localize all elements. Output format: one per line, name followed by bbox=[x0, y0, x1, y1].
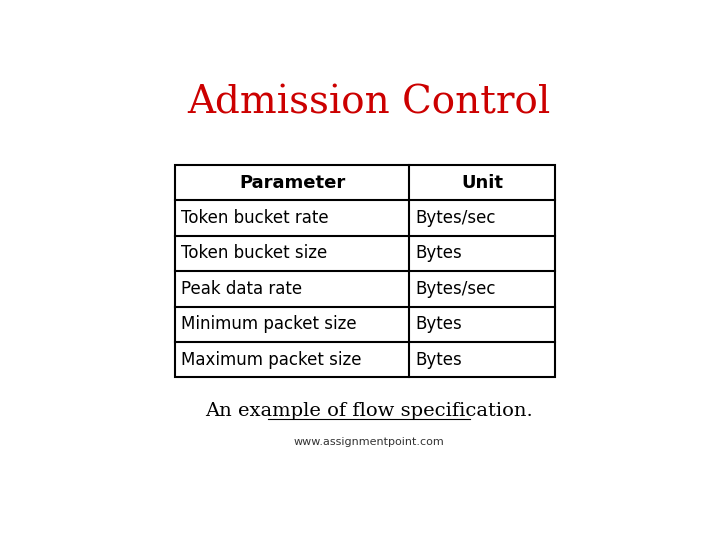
Bar bbox=[175, 165, 555, 377]
Text: Parameter: Parameter bbox=[239, 174, 345, 192]
Text: Token bucket rate: Token bucket rate bbox=[181, 209, 329, 227]
Text: Maximum packet size: Maximum packet size bbox=[181, 350, 362, 369]
Text: Bytes: Bytes bbox=[415, 350, 462, 369]
Text: Bytes: Bytes bbox=[415, 315, 462, 333]
Text: Bytes: Bytes bbox=[415, 245, 462, 262]
Text: Bytes/sec: Bytes/sec bbox=[415, 280, 495, 298]
Text: Bytes/sec: Bytes/sec bbox=[415, 209, 495, 227]
Text: Unit: Unit bbox=[461, 174, 503, 192]
Text: Admission Control: Admission Control bbox=[187, 85, 551, 122]
Bar bbox=[175, 165, 555, 377]
Text: An example of flow specification.: An example of flow specification. bbox=[205, 402, 533, 420]
Text: Minimum packet size: Minimum packet size bbox=[181, 315, 357, 333]
Text: Token bucket size: Token bucket size bbox=[181, 245, 328, 262]
Text: Peak data rate: Peak data rate bbox=[181, 280, 302, 298]
Text: www.assignmentpoint.com: www.assignmentpoint.com bbox=[294, 437, 444, 447]
